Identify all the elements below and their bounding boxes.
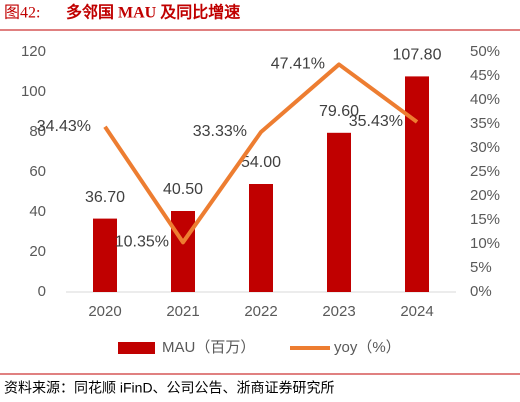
y-tick-label: 20 [29,243,46,260]
bar [171,211,195,292]
x-tick-label: 2021 [166,303,199,320]
x-tick-label: 2020 [88,303,121,320]
y2-tick-label: 50% [470,43,500,60]
line-value-label: 10.35% [115,234,169,251]
bar-value-label: 54.00 [241,154,281,171]
x-tick-label: 2024 [400,303,433,320]
y-tick-label: 80 [29,123,46,140]
bar [405,76,429,293]
y2-tick-label: 10% [470,235,500,252]
line-value-label: 35.43% [349,113,403,130]
x-tick-label: 2023 [322,303,355,320]
bar-value-label: 107.80 [393,47,442,64]
line [103,62,419,245]
y-tick-label: 0 [38,283,46,300]
y2-tick-label: 40% [470,91,500,108]
y-tick-label: 120 [21,43,46,60]
bar-value-label: 40.50 [163,181,203,198]
line-value-label: 33.33% [193,123,247,140]
y2-tick-label: 35% [470,115,500,132]
y-tick-label: 100 [21,83,46,100]
y-tick-label: 60 [29,163,46,180]
y2-tick-label: 20% [470,187,500,204]
legend-swatch [118,342,155,354]
y2-tick-label: 15% [470,211,500,228]
y2-tick-label: 25% [470,163,500,180]
bar [93,218,117,292]
bar [249,184,273,292]
y-tick-label: 40 [29,203,46,220]
legend-label: yoy（%） [334,339,401,356]
y2-tick-label: 30% [470,139,500,156]
bar [327,132,351,292]
y2-tick-label: 5% [470,259,492,276]
source: 资料来源：同花顺 iFinD、公司公告、浙商证券研究所 [4,380,335,396]
y2-tick-label: 0% [470,283,492,300]
legend-label: MAU（百万） [162,339,255,356]
line-value-label: 47.41% [271,56,325,73]
bar-value-label: 79.60 [319,103,359,120]
chart-title: 多邻国 MAU 及同比增速 [66,3,240,22]
x-tick-label: 2022 [244,303,277,320]
line-value-label: 34.43% [37,118,91,135]
figure-number: 图42: [4,5,40,22]
y2-tick-label: 45% [470,67,500,84]
bar-value-label: 36.70 [85,189,125,206]
